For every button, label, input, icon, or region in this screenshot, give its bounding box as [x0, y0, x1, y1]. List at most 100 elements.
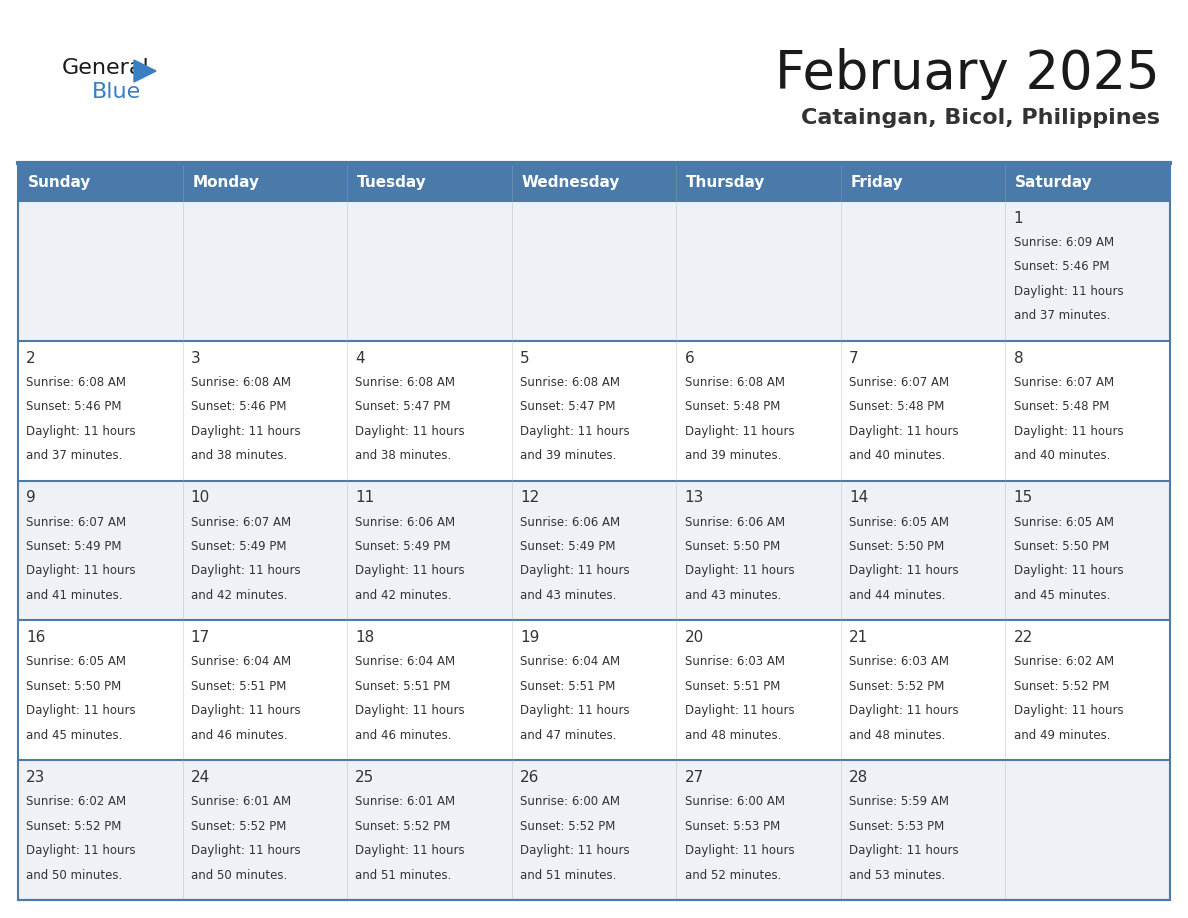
Text: Sunrise: 6:00 AM: Sunrise: 6:00 AM	[684, 795, 784, 808]
Text: and 48 minutes.: and 48 minutes.	[849, 729, 946, 742]
Bar	[18, 163, 183, 201]
Text: and 50 minutes.: and 50 minutes.	[191, 868, 287, 881]
Text: and 42 minutes.: and 42 minutes.	[191, 589, 287, 602]
Text: Sunset: 5:52 PM: Sunset: 5:52 PM	[1013, 680, 1110, 693]
Text: Sunrise: 6:08 AM: Sunrise: 6:08 AM	[355, 375, 455, 388]
Text: Sunrise: 6:03 AM: Sunrise: 6:03 AM	[849, 655, 949, 668]
Text: 7: 7	[849, 351, 859, 365]
Text: Wednesday: Wednesday	[522, 174, 620, 189]
Text: 15: 15	[1013, 490, 1032, 506]
Bar	[18, 163, 1170, 900]
Text: and 40 minutes.: and 40 minutes.	[1013, 449, 1110, 462]
Text: 21: 21	[849, 630, 868, 645]
Text: and 42 minutes.: and 42 minutes.	[355, 589, 451, 602]
Text: and 50 minutes.: and 50 minutes.	[26, 868, 122, 881]
Bar	[841, 760, 1005, 900]
Text: 17: 17	[191, 630, 210, 645]
Text: Sunset: 5:51 PM: Sunset: 5:51 PM	[191, 680, 286, 693]
Bar	[841, 163, 1005, 201]
Text: Daylight: 11 hours: Daylight: 11 hours	[1013, 704, 1124, 717]
Text: Sunrise: 6:01 AM: Sunrise: 6:01 AM	[191, 795, 291, 808]
Text: Sunset: 5:51 PM: Sunset: 5:51 PM	[355, 680, 450, 693]
Text: Sunrise: 6:05 AM: Sunrise: 6:05 AM	[849, 516, 949, 529]
Text: Sunrise: 6:08 AM: Sunrise: 6:08 AM	[684, 375, 784, 388]
Text: and 46 minutes.: and 46 minutes.	[355, 729, 451, 742]
Bar	[18, 621, 183, 760]
Text: 10: 10	[191, 490, 210, 506]
Text: and 45 minutes.: and 45 minutes.	[1013, 589, 1110, 602]
Bar	[183, 341, 347, 481]
Text: 13: 13	[684, 490, 703, 506]
Text: Thursday: Thursday	[687, 174, 765, 189]
Text: Monday: Monday	[192, 174, 259, 189]
Text: Blue: Blue	[91, 82, 141, 102]
Text: Daylight: 11 hours: Daylight: 11 hours	[355, 704, 465, 717]
Bar	[676, 341, 841, 481]
Text: Sunset: 5:48 PM: Sunset: 5:48 PM	[1013, 400, 1110, 413]
Bar	[18, 341, 183, 481]
Text: 28: 28	[849, 770, 868, 785]
Text: and 51 minutes.: and 51 minutes.	[520, 868, 617, 881]
Text: Daylight: 11 hours: Daylight: 11 hours	[684, 565, 794, 577]
Text: Sunset: 5:52 PM: Sunset: 5:52 PM	[849, 680, 944, 693]
Bar	[512, 760, 676, 900]
Text: Sunrise: 6:09 AM: Sunrise: 6:09 AM	[1013, 236, 1114, 249]
Text: Sunrise: 6:07 AM: Sunrise: 6:07 AM	[849, 375, 949, 388]
Text: Sunrise: 6:08 AM: Sunrise: 6:08 AM	[26, 375, 126, 388]
Text: Daylight: 11 hours: Daylight: 11 hours	[26, 565, 135, 577]
Text: Sunset: 5:48 PM: Sunset: 5:48 PM	[849, 400, 944, 413]
Text: 22: 22	[1013, 630, 1032, 645]
Text: General: General	[62, 58, 150, 78]
Bar	[1005, 163, 1170, 201]
Text: 3: 3	[191, 351, 201, 365]
Text: Daylight: 11 hours: Daylight: 11 hours	[191, 565, 301, 577]
Bar	[1005, 481, 1170, 621]
Text: Sunday: Sunday	[27, 174, 91, 189]
Text: Sunrise: 6:05 AM: Sunrise: 6:05 AM	[1013, 516, 1113, 529]
Bar	[347, 481, 512, 621]
Bar	[183, 163, 347, 201]
Bar	[1005, 201, 1170, 341]
Text: and 44 minutes.: and 44 minutes.	[849, 589, 946, 602]
Text: 14: 14	[849, 490, 868, 506]
Bar	[347, 163, 512, 201]
Text: Daylight: 11 hours: Daylight: 11 hours	[684, 425, 794, 438]
Text: Daylight: 11 hours: Daylight: 11 hours	[520, 844, 630, 857]
Text: Daylight: 11 hours: Daylight: 11 hours	[26, 704, 135, 717]
Text: 5: 5	[520, 351, 530, 365]
Text: 12: 12	[520, 490, 539, 506]
Polygon shape	[134, 60, 156, 82]
Bar	[512, 163, 676, 201]
Bar	[18, 481, 183, 621]
Text: and 48 minutes.: and 48 minutes.	[684, 729, 781, 742]
Text: Sunset: 5:50 PM: Sunset: 5:50 PM	[1013, 540, 1108, 553]
Bar	[347, 621, 512, 760]
Text: 8: 8	[1013, 351, 1023, 365]
Text: Daylight: 11 hours: Daylight: 11 hours	[520, 565, 630, 577]
Text: 27: 27	[684, 770, 703, 785]
Text: Sunset: 5:52 PM: Sunset: 5:52 PM	[191, 820, 286, 833]
Text: Sunset: 5:51 PM: Sunset: 5:51 PM	[520, 680, 615, 693]
Text: Sunset: 5:50 PM: Sunset: 5:50 PM	[849, 540, 944, 553]
Text: Daylight: 11 hours: Daylight: 11 hours	[684, 704, 794, 717]
Text: Sunrise: 6:05 AM: Sunrise: 6:05 AM	[26, 655, 126, 668]
Text: Daylight: 11 hours: Daylight: 11 hours	[520, 425, 630, 438]
Text: 11: 11	[355, 490, 374, 506]
Text: Sunset: 5:53 PM: Sunset: 5:53 PM	[849, 820, 944, 833]
Text: Daylight: 11 hours: Daylight: 11 hours	[355, 565, 465, 577]
Bar	[676, 760, 841, 900]
Text: Daylight: 11 hours: Daylight: 11 hours	[355, 844, 465, 857]
Text: Sunrise: 6:07 AM: Sunrise: 6:07 AM	[26, 516, 126, 529]
Text: Daylight: 11 hours: Daylight: 11 hours	[849, 565, 959, 577]
Text: Daylight: 11 hours: Daylight: 11 hours	[849, 844, 959, 857]
Text: Sunset: 5:52 PM: Sunset: 5:52 PM	[26, 820, 121, 833]
Text: Sunset: 5:49 PM: Sunset: 5:49 PM	[355, 540, 451, 553]
Text: Sunset: 5:46 PM: Sunset: 5:46 PM	[26, 400, 121, 413]
Text: Sunset: 5:48 PM: Sunset: 5:48 PM	[684, 400, 779, 413]
Text: Sunrise: 6:02 AM: Sunrise: 6:02 AM	[26, 795, 126, 808]
Text: Sunset: 5:49 PM: Sunset: 5:49 PM	[191, 540, 286, 553]
Bar	[18, 760, 183, 900]
Text: Sunrise: 6:08 AM: Sunrise: 6:08 AM	[520, 375, 620, 388]
Text: and 43 minutes.: and 43 minutes.	[684, 589, 781, 602]
Text: Daylight: 11 hours: Daylight: 11 hours	[191, 844, 301, 857]
